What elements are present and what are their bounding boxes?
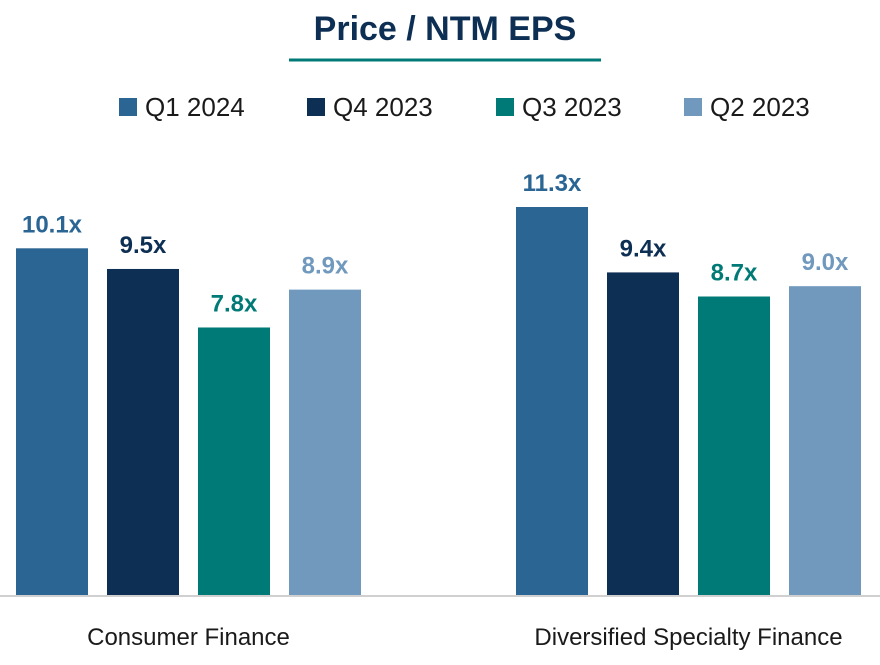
data-label-q3-2023-consumer-finance: 7.8x — [211, 290, 258, 317]
category-labels: Consumer Finance Diversified Specialty Fi… — [87, 624, 842, 651]
legend-swatch-q3-2023 — [496, 98, 514, 116]
legend-label-q4-2023: Q4 2023 — [333, 92, 433, 122]
data-label-q1-2024-diversified-specialty-finance: 11.3x — [523, 170, 582, 197]
bar-q2-2023-consumer-finance — [289, 289, 361, 596]
data-label-q1-2024-consumer-finance: 10.1x — [22, 211, 83, 238]
legend-label-q2-2023: Q2 2023 — [710, 92, 810, 122]
bar-q4-2023-diversified-specialty-finance — [607, 272, 679, 596]
legend-swatch-q1-2024 — [119, 98, 137, 116]
bar-q3-2023-consumer-finance — [198, 327, 270, 596]
data-label-q2-2023-diversified-specialty-finance: 9.0x — [802, 249, 849, 276]
bar-q3-2023-diversified-specialty-finance — [698, 296, 770, 596]
bars: 10.1x 9.5x 7.8x 8.9x 11.3x 9.4x 8.7x 9.0x — [16, 170, 861, 596]
bar-q2-2023-diversified-specialty-finance — [789, 286, 861, 596]
chart-title: Price / NTM EPS — [314, 10, 577, 48]
data-label-q2-2023-consumer-finance: 8.9x — [302, 253, 349, 280]
data-label-q4-2023-diversified-specialty-finance: 9.4x — [620, 235, 667, 262]
legend-label-q3-2023: Q3 2023 — [522, 92, 622, 122]
bar-q1-2024-diversified-specialty-finance — [516, 207, 588, 596]
data-label-q4-2023-consumer-finance: 9.5x — [120, 232, 167, 259]
bar-q4-2023-consumer-finance — [107, 268, 179, 596]
category-label-consumer-finance: Consumer Finance — [87, 624, 290, 651]
data-label-q3-2023-diversified-specialty-finance: 8.7x — [711, 260, 758, 287]
legend: Q1 2024 Q4 2023 Q3 2023 Q2 2023 — [119, 92, 810, 122]
legend-label-q1-2024: Q1 2024 — [145, 92, 245, 122]
bar-q1-2024-consumer-finance — [16, 248, 88, 596]
legend-swatch-q2-2023 — [684, 98, 702, 116]
legend-swatch-q4-2023 — [307, 98, 325, 116]
category-label-diversified-specialty-finance: Diversified Specialty Finance — [534, 624, 842, 651]
